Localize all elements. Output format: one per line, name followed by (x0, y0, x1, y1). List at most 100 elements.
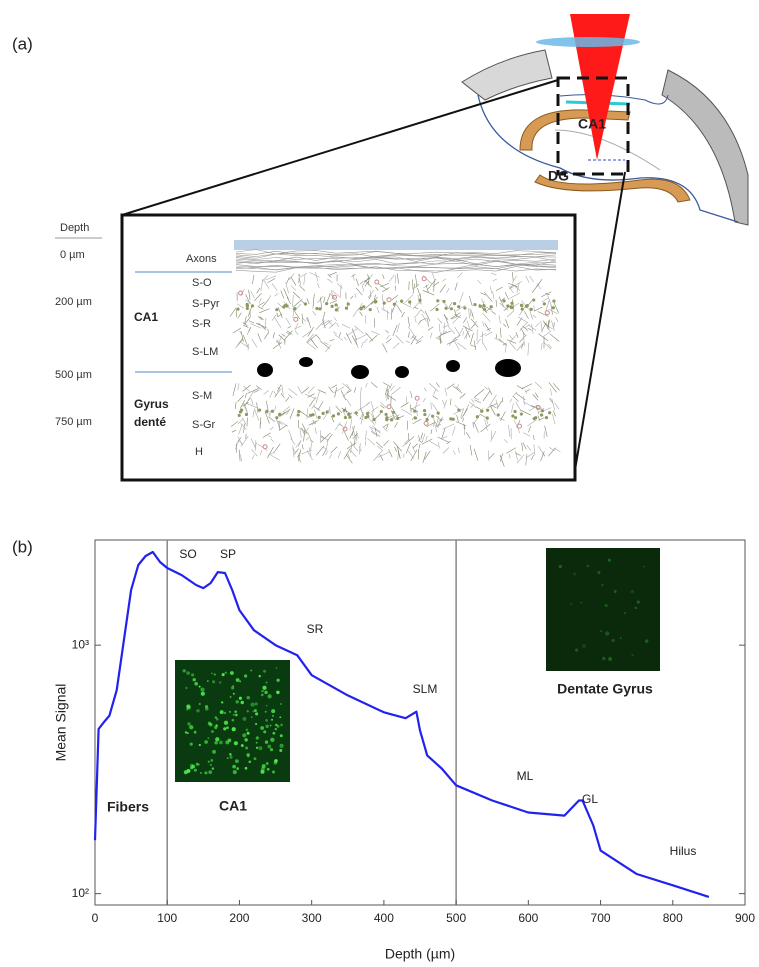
dendrite (267, 452, 275, 456)
dendrite (341, 407, 352, 415)
dendrite (384, 386, 388, 396)
dendrite (274, 405, 277, 411)
inset-speck (631, 654, 634, 657)
dendrite (283, 288, 289, 300)
dendrite (317, 401, 324, 411)
dendrite (325, 344, 332, 353)
dendrite (516, 282, 520, 293)
zoom-box (556, 76, 630, 176)
dendrite (349, 441, 359, 452)
dendrite (551, 320, 555, 331)
soma (347, 412, 351, 416)
soma (519, 412, 523, 416)
dendrite (288, 388, 298, 396)
dendrite (270, 438, 274, 442)
dendrite (533, 444, 535, 456)
dendrite (331, 290, 342, 298)
dendrite (502, 397, 504, 403)
dendrite (259, 417, 262, 429)
cell (238, 290, 244, 296)
soma (359, 307, 363, 311)
dendrite (531, 324, 534, 334)
dendrite (304, 393, 317, 400)
inset-speck (260, 726, 265, 730)
dendrite (515, 450, 518, 461)
inset-speck (280, 703, 283, 705)
dendrite (288, 273, 295, 281)
dendrite (540, 451, 545, 462)
dendrite (470, 404, 475, 408)
dendrite (307, 326, 314, 337)
dendrite (473, 448, 479, 461)
dendrite (382, 287, 390, 293)
dendrite (237, 436, 243, 446)
dendrite (447, 325, 455, 334)
dendrite (268, 416, 276, 423)
dendrite (327, 278, 333, 283)
soma (436, 299, 440, 303)
dendrite (532, 314, 537, 318)
dendrite (440, 332, 442, 344)
dendrite (451, 316, 458, 320)
dendrite (454, 314, 461, 318)
tissue (229, 249, 561, 467)
dendrite (482, 390, 491, 402)
dendrite (315, 391, 320, 404)
region-label: denté (134, 415, 166, 429)
dendrite (322, 448, 327, 456)
soma (354, 411, 358, 415)
x-tick-label: 600 (518, 911, 538, 925)
inset-speck (258, 674, 261, 678)
inset-speck (265, 762, 269, 765)
dendrite (302, 318, 307, 322)
inset-speck (271, 714, 274, 717)
dendrite (439, 284, 446, 293)
soma (346, 302, 350, 306)
dendrite (545, 292, 550, 296)
dendrite (334, 317, 337, 322)
dendrite (457, 272, 463, 279)
soma (413, 416, 418, 420)
dendrite (480, 423, 491, 433)
soma (336, 412, 341, 416)
dendrite (386, 394, 396, 401)
dendrite (325, 441, 329, 451)
inset-speck (275, 667, 278, 669)
dendrite (499, 454, 505, 467)
dendrite (285, 331, 291, 336)
inset-speck (207, 737, 210, 739)
inset-speck (198, 743, 201, 747)
inset-speck (263, 730, 267, 734)
dendrite (272, 342, 283, 350)
dendrite (424, 310, 431, 322)
dendrite (346, 398, 352, 407)
dendrite (251, 449, 258, 457)
vessel (351, 365, 369, 379)
signal-line (93, 550, 710, 898)
dendrite (475, 406, 482, 411)
inset-speck (604, 603, 608, 608)
dendrite (333, 386, 345, 394)
dendrite (308, 447, 312, 457)
dendrite (484, 386, 489, 390)
soma (540, 413, 544, 417)
dendrite (383, 440, 389, 447)
dendrite (330, 446, 338, 454)
dendrite (323, 342, 329, 345)
dendrite (243, 385, 250, 392)
dendrite (499, 417, 505, 421)
dendrite (338, 332, 342, 337)
dendrite (458, 447, 460, 454)
dendrite (490, 430, 497, 442)
dendrite (312, 310, 317, 316)
inset-speck (204, 706, 209, 711)
inset-speck (212, 680, 216, 684)
layer-label: S-LM (192, 346, 218, 358)
inset-speck (248, 760, 252, 764)
inset-speck (186, 768, 191, 773)
dendrite (437, 317, 443, 324)
dendrite (311, 404, 316, 409)
dendrite (379, 454, 384, 461)
dendrite (344, 336, 347, 341)
annotation: SR (307, 622, 324, 636)
